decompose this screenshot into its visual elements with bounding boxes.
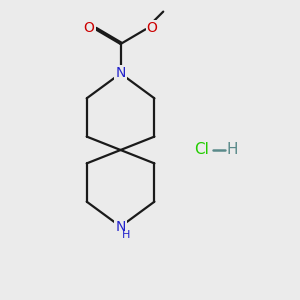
Text: N: N (116, 66, 126, 80)
Text: O: O (147, 21, 158, 35)
Text: H: H (226, 142, 238, 158)
Text: Cl: Cl (194, 142, 209, 158)
Text: N: N (116, 220, 126, 234)
Text: O: O (84, 21, 94, 35)
Text: H: H (122, 230, 130, 240)
